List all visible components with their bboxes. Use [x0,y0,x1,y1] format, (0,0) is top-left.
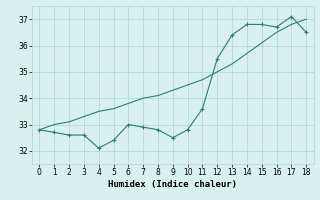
X-axis label: Humidex (Indice chaleur): Humidex (Indice chaleur) [108,180,237,189]
